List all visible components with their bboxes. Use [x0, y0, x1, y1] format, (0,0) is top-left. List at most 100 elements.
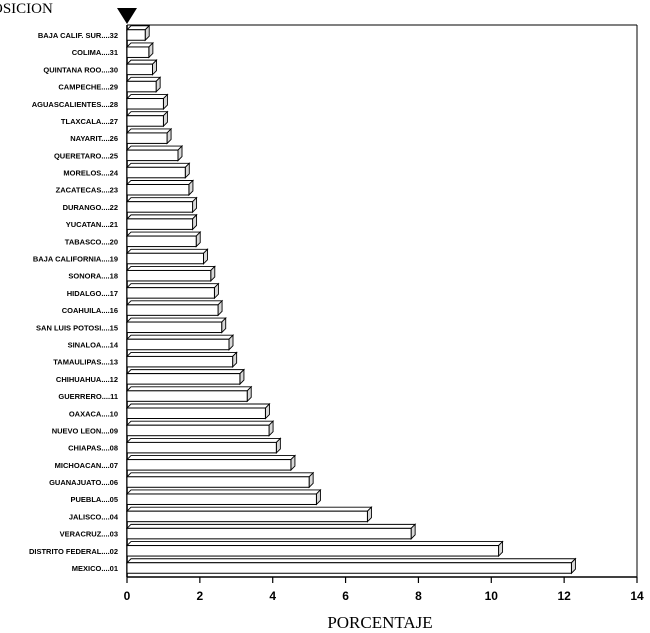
bar-top-face	[125, 455, 297, 461]
chart-title: OSICION	[0, 1, 53, 17]
bar	[125, 523, 417, 540]
bar	[125, 437, 282, 454]
category-label: BAJA CALIFORNIA....19	[33, 255, 118, 264]
category-label: BAJA CALIF. SUR....32	[38, 31, 118, 40]
bar-top-face	[125, 523, 417, 529]
bar-top-face	[125, 59, 158, 65]
bar	[125, 162, 191, 179]
bar	[125, 557, 577, 575]
bar-top-face	[125, 489, 322, 495]
bar-top-face	[125, 317, 227, 323]
bar-top-face	[125, 506, 373, 512]
bar-front-face	[126, 252, 204, 265]
bar-front-face	[126, 166, 186, 179]
x-tick-label: 6	[342, 589, 349, 603]
x-axis-title: PORCENTAJE	[327, 613, 432, 632]
bar-top-face	[125, 128, 173, 134]
bar	[125, 402, 271, 420]
category-label: OAXACA....10	[69, 409, 118, 418]
bar-top-face	[125, 283, 220, 289]
category-label: YUCATAN....21	[66, 220, 118, 229]
category-label: DURANGO....22	[63, 203, 118, 212]
bar-front-face	[126, 235, 197, 248]
category-label: NUEVO LEON....09	[52, 426, 118, 435]
bar-top-face	[125, 351, 238, 357]
bar	[125, 196, 198, 214]
category-label: SAN LUIS POTOSI....15	[36, 323, 118, 332]
bar-front-face	[126, 510, 368, 523]
bar-front-face	[126, 407, 266, 420]
bar	[125, 145, 184, 162]
category-label: TLAXCALA....27	[61, 117, 118, 126]
category-labels: BAJA CALIF. SUR....32 COLIMA....31 QUINTAN…	[29, 31, 119, 573]
bar	[125, 110, 169, 128]
bar-top-face	[125, 386, 253, 392]
bar-front-face	[126, 476, 310, 488]
bar-front-face	[126, 201, 194, 213]
bar-front-face	[126, 321, 223, 334]
bar-top-face	[125, 162, 191, 168]
bar	[125, 230, 202, 248]
bar	[125, 385, 253, 403]
x-tick-label: 14	[630, 589, 644, 603]
bar	[125, 127, 173, 145]
bar-front-face	[126, 132, 168, 144]
bar-top-face	[125, 197, 198, 203]
bar-front-face	[126, 459, 292, 471]
bar-front-face	[126, 527, 412, 540]
bar	[125, 420, 275, 437]
bar-front-face	[126, 562, 572, 574]
bar	[125, 351, 238, 369]
bar-top-face	[125, 300, 224, 306]
down-triangle-shape	[117, 8, 137, 24]
bar	[125, 59, 158, 76]
bar-front-face	[126, 29, 146, 41]
bar-front-face	[126, 545, 500, 557]
bar	[125, 316, 227, 334]
category-label: AGUASCALIENTES....28	[32, 100, 118, 109]
bar	[125, 265, 216, 283]
category-label: MICHOACAN....07	[55, 461, 118, 470]
x-tick-label: 2	[197, 589, 204, 603]
bar-top-face	[125, 180, 195, 185]
bar	[125, 454, 297, 472]
bar-top-face	[125, 334, 235, 340]
category-label: SONORA....18	[68, 272, 118, 281]
bar	[125, 41, 154, 59]
category-label: CHIHUAHUA....12	[56, 375, 118, 384]
bar-top-face	[125, 403, 271, 409]
bar-top-face	[125, 111, 169, 117]
bar	[125, 24, 151, 42]
bar-top-face	[125, 541, 504, 547]
category-label: GUERRERO....11	[58, 392, 118, 401]
bar-front-face	[126, 304, 219, 316]
down-triangle-icon	[117, 8, 137, 24]
bar	[125, 488, 322, 506]
bar-top-face	[125, 369, 246, 375]
category-label: COLIMA....31	[72, 48, 118, 57]
x-tick-label: 0	[124, 589, 131, 603]
category-label: JALISCO....04	[69, 512, 119, 521]
bar-front-face	[126, 390, 248, 402]
bar-top-face	[125, 94, 169, 99]
bar	[125, 179, 195, 197]
bars-group	[125, 24, 577, 575]
x-tick-label: 10	[485, 589, 499, 603]
category-label: MORELOS....24	[63, 169, 118, 178]
bar-front-face	[126, 63, 153, 76]
x-tick-label: 4	[269, 589, 276, 603]
bar-front-face	[126, 373, 241, 385]
bar-top-face	[125, 248, 209, 254]
bar	[125, 540, 504, 558]
x-tick-label: 8	[415, 589, 422, 603]
category-label: MEXICO....01	[72, 564, 118, 573]
bar-front-face	[126, 441, 277, 454]
bar-front-face	[126, 493, 317, 505]
category-label: VERACRUZ....03	[60, 530, 118, 539]
category-label: CHIAPAS....08	[68, 444, 118, 453]
bar-front-face	[126, 338, 230, 351]
category-label: DISTRITO FEDERAL....02	[29, 547, 118, 556]
bar	[125, 76, 162, 93]
bar	[125, 368, 246, 386]
